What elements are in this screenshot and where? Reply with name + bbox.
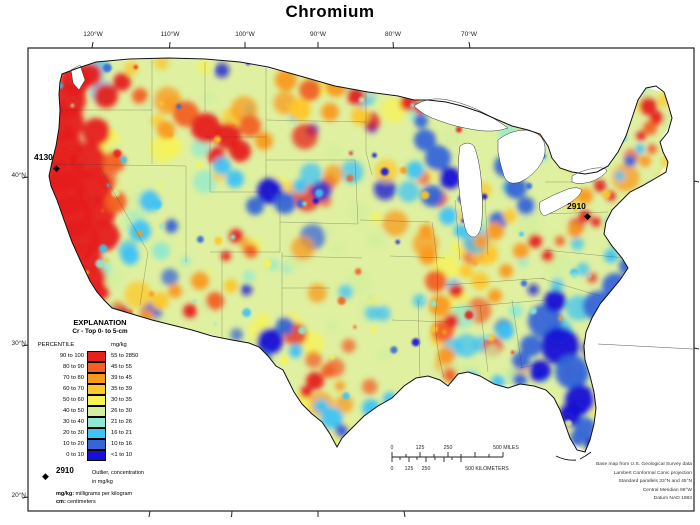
legend-percentile: 80 to 90 — [63, 364, 84, 370]
legend-swatch — [87, 373, 106, 384]
legend-swatch — [87, 395, 106, 406]
legend-abbrev-mgkg: mg/kg: milligrams per kilogram — [56, 490, 186, 498]
scale-miles-500: 500 MILES — [493, 445, 519, 451]
graticule-ticks — [21, 41, 700, 518]
outlier-diamond-west-icon: ◆ — [53, 163, 60, 173]
legend-range: 39 to 45 — [111, 375, 132, 381]
lat-label-20n: 20°N — [11, 492, 26, 499]
lat-label-30n: 30°N — [11, 340, 26, 347]
legend-range: <1 to 10 — [111, 452, 133, 458]
legend-range: 16 to 21 — [111, 430, 132, 436]
lake-michigan — [457, 142, 483, 238]
legend-outlier-value: 2910 — [56, 466, 74, 475]
scale-km-500: 500 KILOMETERS — [465, 466, 509, 472]
legend-swatch — [87, 362, 106, 373]
legend-percentile: 70 to 80 — [63, 375, 84, 381]
lon-label-90w: 90°W — [310, 31, 326, 38]
outlier-label-2910: 2910 — [567, 201, 586, 211]
legend-range: 26 to 30 — [111, 408, 132, 414]
credit-line: Base map from U.S. Geological Survey dat… — [596, 462, 692, 467]
scale-bar-labels: 0 125 250 500 MILES 0 125 250 500 KILOME… — [391, 445, 520, 472]
legend-percentile: 0 to 10 — [66, 452, 84, 458]
lake-superior — [413, 98, 509, 132]
legend-percentile: 90 to 100 — [59, 353, 84, 359]
legend-swatch — [87, 439, 106, 450]
lon-label-80w: 80°W — [385, 31, 401, 38]
legend-unit-header: mg/kg — [111, 342, 127, 348]
lon-label-70w: 70°W — [461, 31, 477, 38]
legend-range: 21 to 26 — [111, 419, 132, 425]
lon-label-110w: 110°W — [160, 31, 180, 38]
legend-percentile: 20 to 30 — [63, 430, 84, 436]
lat-label-40n: 40°N — [11, 172, 26, 179]
scale-bar — [391, 452, 504, 462]
scale-miles-125: 125 — [416, 445, 425, 451]
legend-swatch — [87, 428, 106, 439]
legend-percentile: 10 to 20 — [63, 441, 84, 447]
legend-range: 30 to 35 — [111, 397, 132, 403]
legend-abbrev-cm: cm: centimeters — [56, 498, 186, 506]
abbrev-cm-term: cm: — [56, 499, 66, 505]
scale-km-250: 250 — [422, 466, 431, 472]
legend-subtitle: Cr - Top 0- to 5-cm — [72, 328, 128, 335]
legend-range: 10 to 16 — [111, 441, 132, 447]
legend-outlier-desc-1: Outlier, concentration — [92, 470, 144, 476]
legend-swatch — [87, 450, 106, 461]
lake-erie — [539, 187, 583, 217]
graticule-30n-stub — [597, 343, 694, 350]
legend-swatch — [87, 417, 106, 428]
outlier-diamond-east-icon: ◆ — [584, 211, 591, 221]
map-frame — [27, 47, 695, 512]
legend-percentile: 50 to 60 — [63, 397, 84, 403]
florida-keys — [555, 451, 592, 461]
outlier-label-4130: 4130 — [34, 152, 53, 162]
legend-range: 45 to 55 — [111, 364, 132, 370]
legend-percentile: 60 to 70 — [63, 386, 84, 392]
abbrev-mgkg-term: mg/kg: — [56, 491, 75, 497]
scale-miles-0: 0 — [391, 445, 394, 451]
legend-title: EXPLANATION — [73, 318, 127, 327]
map-credits: Base map from U.S. Geological Survey dat… — [440, 461, 692, 504]
legend-percentile-header: PERCENTILE — [37, 342, 75, 348]
puget-sound — [70, 64, 86, 91]
abbrev-cm-def: centimeters — [65, 499, 96, 505]
credit-line: Datum NAD 1983 — [653, 496, 692, 502]
legend-range: 55 to 2850 — [111, 353, 139, 359]
legend-percentile: 40 to 50 — [63, 408, 84, 414]
lon-label-100w: 100°W — [235, 31, 255, 38]
legend-outlier-diamond-icon: ◆ — [42, 471, 49, 481]
abbrev-mgkg-def: milligrams per kilogram — [74, 491, 133, 497]
credit-line: Lambert Conformal Conic projection — [613, 470, 692, 476]
legend-percentile: 30 to 40 — [63, 419, 84, 425]
credit-line: Standard parallels 33°N and 45°N — [618, 479, 692, 485]
legend-swatch — [87, 351, 106, 362]
credit-line: Central Meridian 96°W — [642, 487, 692, 493]
lon-label-120w: 120°W — [83, 31, 103, 38]
legend-range: 35 to 39 — [111, 386, 132, 392]
scale-miles-250: 250 — [444, 445, 453, 451]
figure-title: Chromium — [285, 2, 375, 21]
scale-km-0: 0 — [391, 466, 394, 472]
state-boundaries — [49, 60, 626, 379]
legend-swatch — [87, 384, 106, 395]
us-outline — [48, 57, 673, 453]
scale-km-125: 125 — [405, 466, 414, 472]
legend-swatch — [87, 406, 106, 417]
legend-outlier-desc-2: in mg/kg — [92, 478, 113, 485]
